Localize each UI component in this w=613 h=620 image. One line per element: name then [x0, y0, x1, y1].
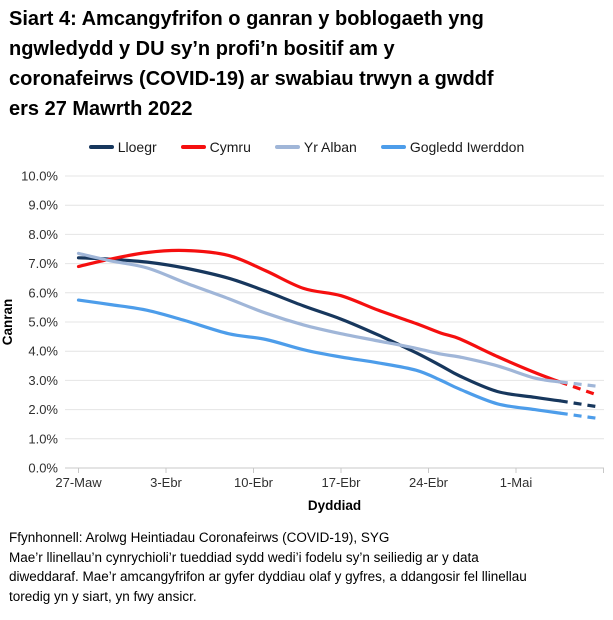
legend-item-yr-alban: Yr Alban	[274, 139, 357, 155]
chart-title: Siart 4: Amcangyfrifon o ganran y boblog…	[9, 8, 494, 120]
y-tick-label: 5.0%	[28, 315, 58, 330]
source-note: Ffynhonnell: Arolwg Heintiadau Coronafei…	[9, 530, 390, 545]
y-tick-label: 6.0%	[28, 285, 58, 300]
x-axis-label: Dyddiad	[308, 498, 361, 513]
y-tick-label: 4.0%	[28, 344, 58, 359]
x-tick-label: 10-Ebr	[234, 475, 274, 490]
y-axis-label: Canran	[0, 299, 15, 346]
legend-item-cymru: Cymru	[180, 139, 251, 155]
y-tick-label: 9.0%	[28, 198, 58, 213]
line-gogledd-iwerddon-dashed	[559, 411, 598, 420]
line-chart: 0.0% 1.0% 2.0% 3.0% 4.0% 5.0% 6.0% 7.0% 8.0% 9.0%…	[0, 169, 604, 513]
y-tick-label: 7.0%	[28, 256, 58, 271]
x-tick-label: 1-Mai	[500, 475, 533, 490]
method-note: Mae’r llinellau’n cynrychioli’r tueddiad…	[9, 549, 527, 604]
legend-swatch-yr-alban	[274, 145, 300, 149]
y-tick-label: 2.0%	[28, 402, 58, 417]
y-tick-label: 0.0%	[28, 461, 58, 476]
line-cymru	[76, 248, 562, 384]
legend-label-lloegr: Lloegr	[117, 139, 157, 155]
line-yr-alban-dashed	[559, 380, 598, 388]
chart-legend: Lloegr Cymru Yr Alban Gogledd Iwerddon	[0, 139, 613, 155]
legend-item-gogledd-iwerddon: Gogledd Iwerddon	[380, 139, 525, 155]
line-yr-alban	[76, 251, 562, 384]
x-tick-label: 3-Ebr	[150, 475, 182, 490]
legend-swatch-cymru	[180, 145, 206, 149]
legend-label-gogledd-iwerddon: Gogledd Iwerddon	[409, 139, 525, 155]
chart-footer: Ffynhonnell: Arolwg Heintiadau Coronafei…	[9, 528, 609, 606]
legend-item-lloegr: Lloegr	[88, 139, 157, 155]
x-tick-label: 24-Ebr	[409, 475, 449, 490]
y-tick-label: 3.0%	[28, 373, 58, 388]
y-tick-label: 8.0%	[28, 227, 58, 242]
legend-swatch-lloegr	[88, 145, 114, 149]
x-tick-label: 27-Maw	[55, 475, 102, 490]
legend-swatch-gogledd-iwerddon	[380, 145, 406, 149]
legend-label-yr-alban: Yr Alban	[303, 139, 357, 155]
line-gogledd-iwerddon	[76, 298, 562, 415]
line-lloegr	[76, 256, 562, 403]
legend-label-cymru: Cymru	[209, 139, 251, 155]
y-tick-label: 10.0%	[21, 169, 58, 184]
x-tick-label: 17-Ebr	[321, 475, 361, 490]
y-tick-label: 1.0%	[28, 431, 58, 446]
line-lloegr-dashed	[559, 399, 598, 409]
